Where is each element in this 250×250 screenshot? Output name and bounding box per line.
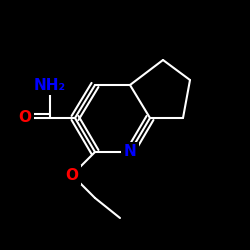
Text: O: O (18, 110, 32, 126)
Text: NH₂: NH₂ (34, 78, 66, 92)
Text: O: O (66, 168, 78, 182)
Text: N: N (124, 144, 136, 160)
